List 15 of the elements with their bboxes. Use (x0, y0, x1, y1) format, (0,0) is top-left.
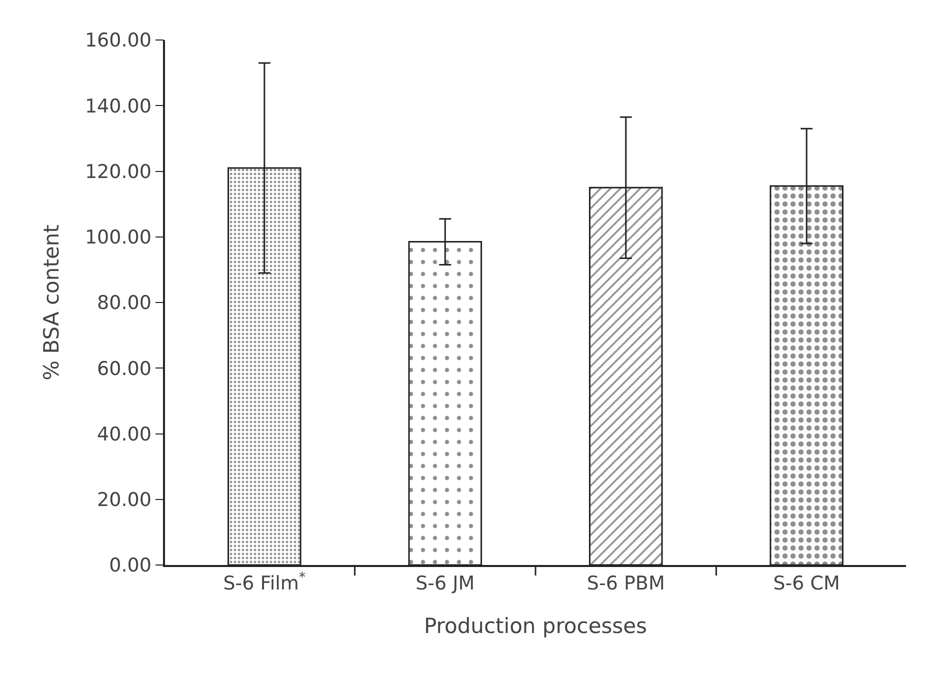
x-tick-label: S-6 JM (416, 572, 475, 595)
y-tick-label: 0.00 (109, 554, 152, 577)
x-tick-label: S-6 Film$^{*}$ (223, 570, 306, 595)
x-tick-label: S-6 CM (773, 572, 840, 595)
x-axis-title: Production processes (424, 614, 647, 638)
y-tick-label: 140.00 (84, 95, 152, 118)
y-tick-label: 100.00 (84, 226, 152, 249)
y-tick-label: 40.00 (97, 423, 152, 446)
y-axis-title: % BSA content (40, 224, 64, 380)
y-tick-label: 20.00 (97, 489, 152, 512)
y-tick-label: 120.00 (84, 160, 152, 183)
x-tick-label: S-6 PBM (586, 572, 665, 595)
y-tick-label: 80.00 (97, 292, 152, 314)
y-tick-label: 160.00 (84, 30, 152, 52)
y-tick-label: 60.00 (97, 358, 152, 380)
